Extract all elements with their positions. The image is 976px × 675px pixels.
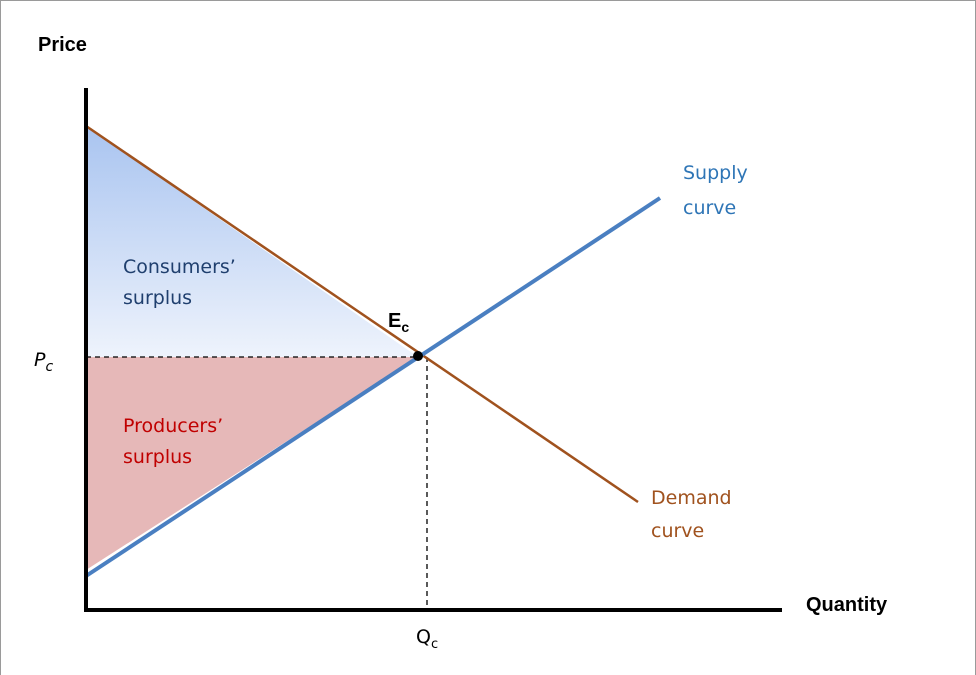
x-axis-label: Quantity: [806, 594, 888, 616]
consumer-surplus-label: surplus: [123, 287, 192, 309]
demand-label: Demand: [651, 487, 732, 509]
equilibrium-label-sub: c: [401, 319, 409, 335]
producer-surplus-label: surplus: [123, 446, 192, 468]
demand-label: curve: [651, 520, 704, 542]
quantity-label: Qc: [416, 626, 438, 652]
y-axis-label: Price: [38, 34, 87, 56]
equilibrium-label: Ec: [388, 310, 409, 335]
quantity-label-sub: c: [431, 637, 438, 652]
equilibrium-label-main: E: [388, 310, 401, 332]
price-label-main: P: [34, 349, 46, 371]
quantity-label-main: Q: [416, 626, 431, 648]
price-label: Pc: [34, 349, 53, 375]
producer-surplus-label: Producers’: [123, 415, 223, 437]
supply-label: curve: [683, 197, 736, 219]
supply-curve: [84, 196, 662, 578]
supply-label: Supply: [683, 162, 748, 184]
price-label-sub: c: [45, 359, 53, 375]
consumer-surplus-label: Consumers’: [123, 256, 236, 278]
demand-curve: [85, 124, 639, 504]
equilibrium-point: [413, 351, 423, 361]
